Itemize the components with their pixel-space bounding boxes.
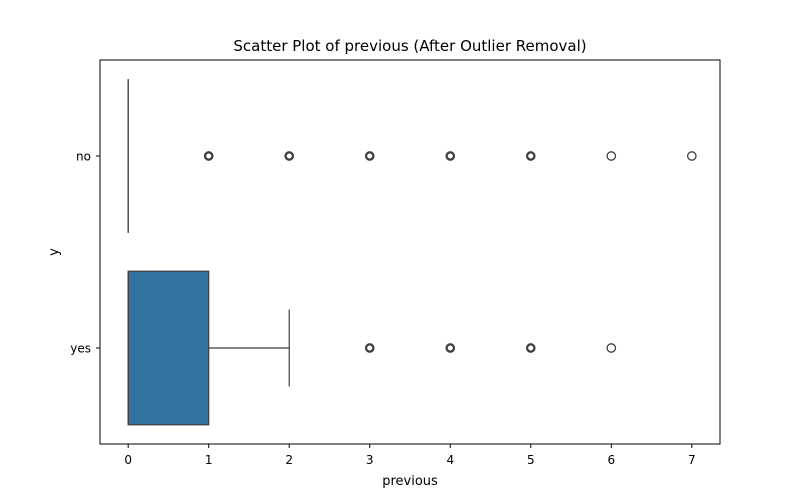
outlier-point-yes-3 <box>364 343 375 353</box>
outlier-point-no-7 <box>686 151 697 161</box>
outlier-point-no-2 <box>284 151 295 161</box>
outlier-point-yes-5 <box>525 343 536 353</box>
outlier-point-no-3 <box>364 151 375 161</box>
y-tick-label-no: no <box>76 150 91 164</box>
x-tick-label-5: 5 <box>527 453 535 467</box>
x-axis-label: previous <box>382 474 438 489</box>
outlier-point-dup-no-3 <box>365 152 374 160</box>
outlier-point-no-6 <box>606 151 617 161</box>
outlier-point-yes-6 <box>606 343 617 353</box>
x-tick-label-3: 3 <box>366 453 374 467</box>
outlier-point-no-4 <box>445 151 456 161</box>
box-group-yes <box>127 270 617 426</box>
box-yes <box>127 270 210 426</box>
outlier-point-dup-yes-5 <box>526 344 535 352</box>
outlier-point-yes-4 <box>445 343 456 353</box>
x-tick-label-6: 6 <box>607 453 615 467</box>
outlier-point-dup-yes-3 <box>365 344 374 352</box>
outlier-point-dup-no-1 <box>204 152 213 160</box>
outlier-point-no-5 <box>525 151 536 161</box>
y-axis: no yes <box>70 150 100 356</box>
chart-title: Scatter Plot of previous (After Outlier … <box>233 37 586 55</box>
x-tick-label-2: 2 <box>285 453 293 467</box>
box-group-no <box>127 79 697 233</box>
y-axis-label: y <box>47 248 62 256</box>
x-tick-label-7: 7 <box>688 453 696 467</box>
x-tick-label-4: 4 <box>446 453 454 467</box>
outlier-point-no-1 <box>203 151 214 161</box>
x-axis: 0 1 2 3 4 5 6 7 <box>124 444 696 467</box>
chart-marks <box>127 79 697 426</box>
outlier-point-dup-no-2 <box>285 152 294 160</box>
outlier-point-dup-no-5 <box>526 152 535 160</box>
x-tick-label-1: 1 <box>205 453 213 467</box>
outlier-point-dup-no-4 <box>446 152 455 160</box>
plot-area-frame <box>99 59 721 445</box>
x-tick-label-0: 0 <box>124 453 132 467</box>
y-tick-label-yes: yes <box>70 342 91 356</box>
outlier-point-dup-yes-4 <box>446 344 455 352</box>
